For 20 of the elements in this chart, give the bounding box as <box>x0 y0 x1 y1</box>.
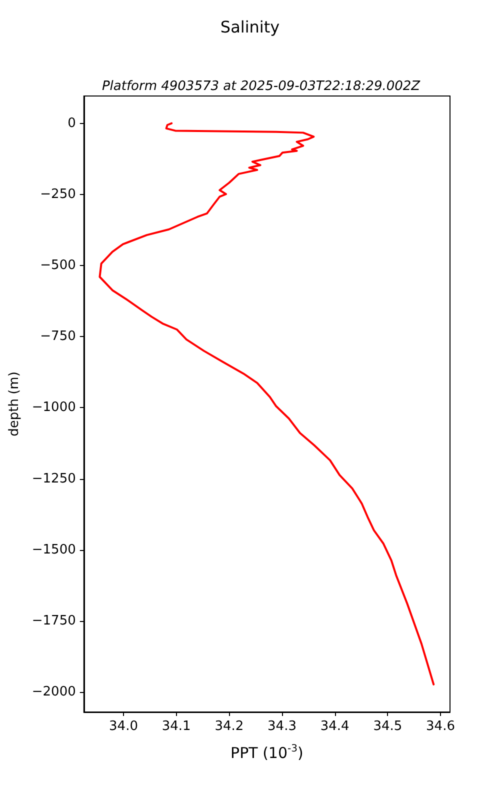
chart-subtitle: Platform 4903573 at 2025-09-03T22:18:29.002Z <box>102 79 422 94</box>
x-tick-label: 34.2 <box>214 719 244 734</box>
y-tick-label: −1750 <box>32 613 76 628</box>
x-tick-label: 34.6 <box>426 719 455 734</box>
y-tick-label: −250 <box>40 186 76 202</box>
x-tick-label: 34.3 <box>268 719 296 734</box>
x-tick-label: 34.0 <box>109 719 138 734</box>
chart-title: Salinity <box>220 18 280 36</box>
x-tick-label: 34.1 <box>162 719 191 734</box>
y-tick-label: −1000 <box>32 400 76 416</box>
y-tick-label: −1500 <box>32 542 76 558</box>
line-series <box>98 122 435 686</box>
y-tick-label: −2000 <box>32 684 76 700</box>
y-tick-label: −750 <box>40 329 76 344</box>
x-tick-label: 34.5 <box>373 719 402 734</box>
y-tick-label: −500 <box>40 258 76 273</box>
y-tick-label: 0 <box>68 116 76 131</box>
x-tick-label: 34.4 <box>320 719 350 734</box>
y-axis-title: depth (m) <box>7 372 22 436</box>
y-tick-label: −1250 <box>32 471 76 486</box>
